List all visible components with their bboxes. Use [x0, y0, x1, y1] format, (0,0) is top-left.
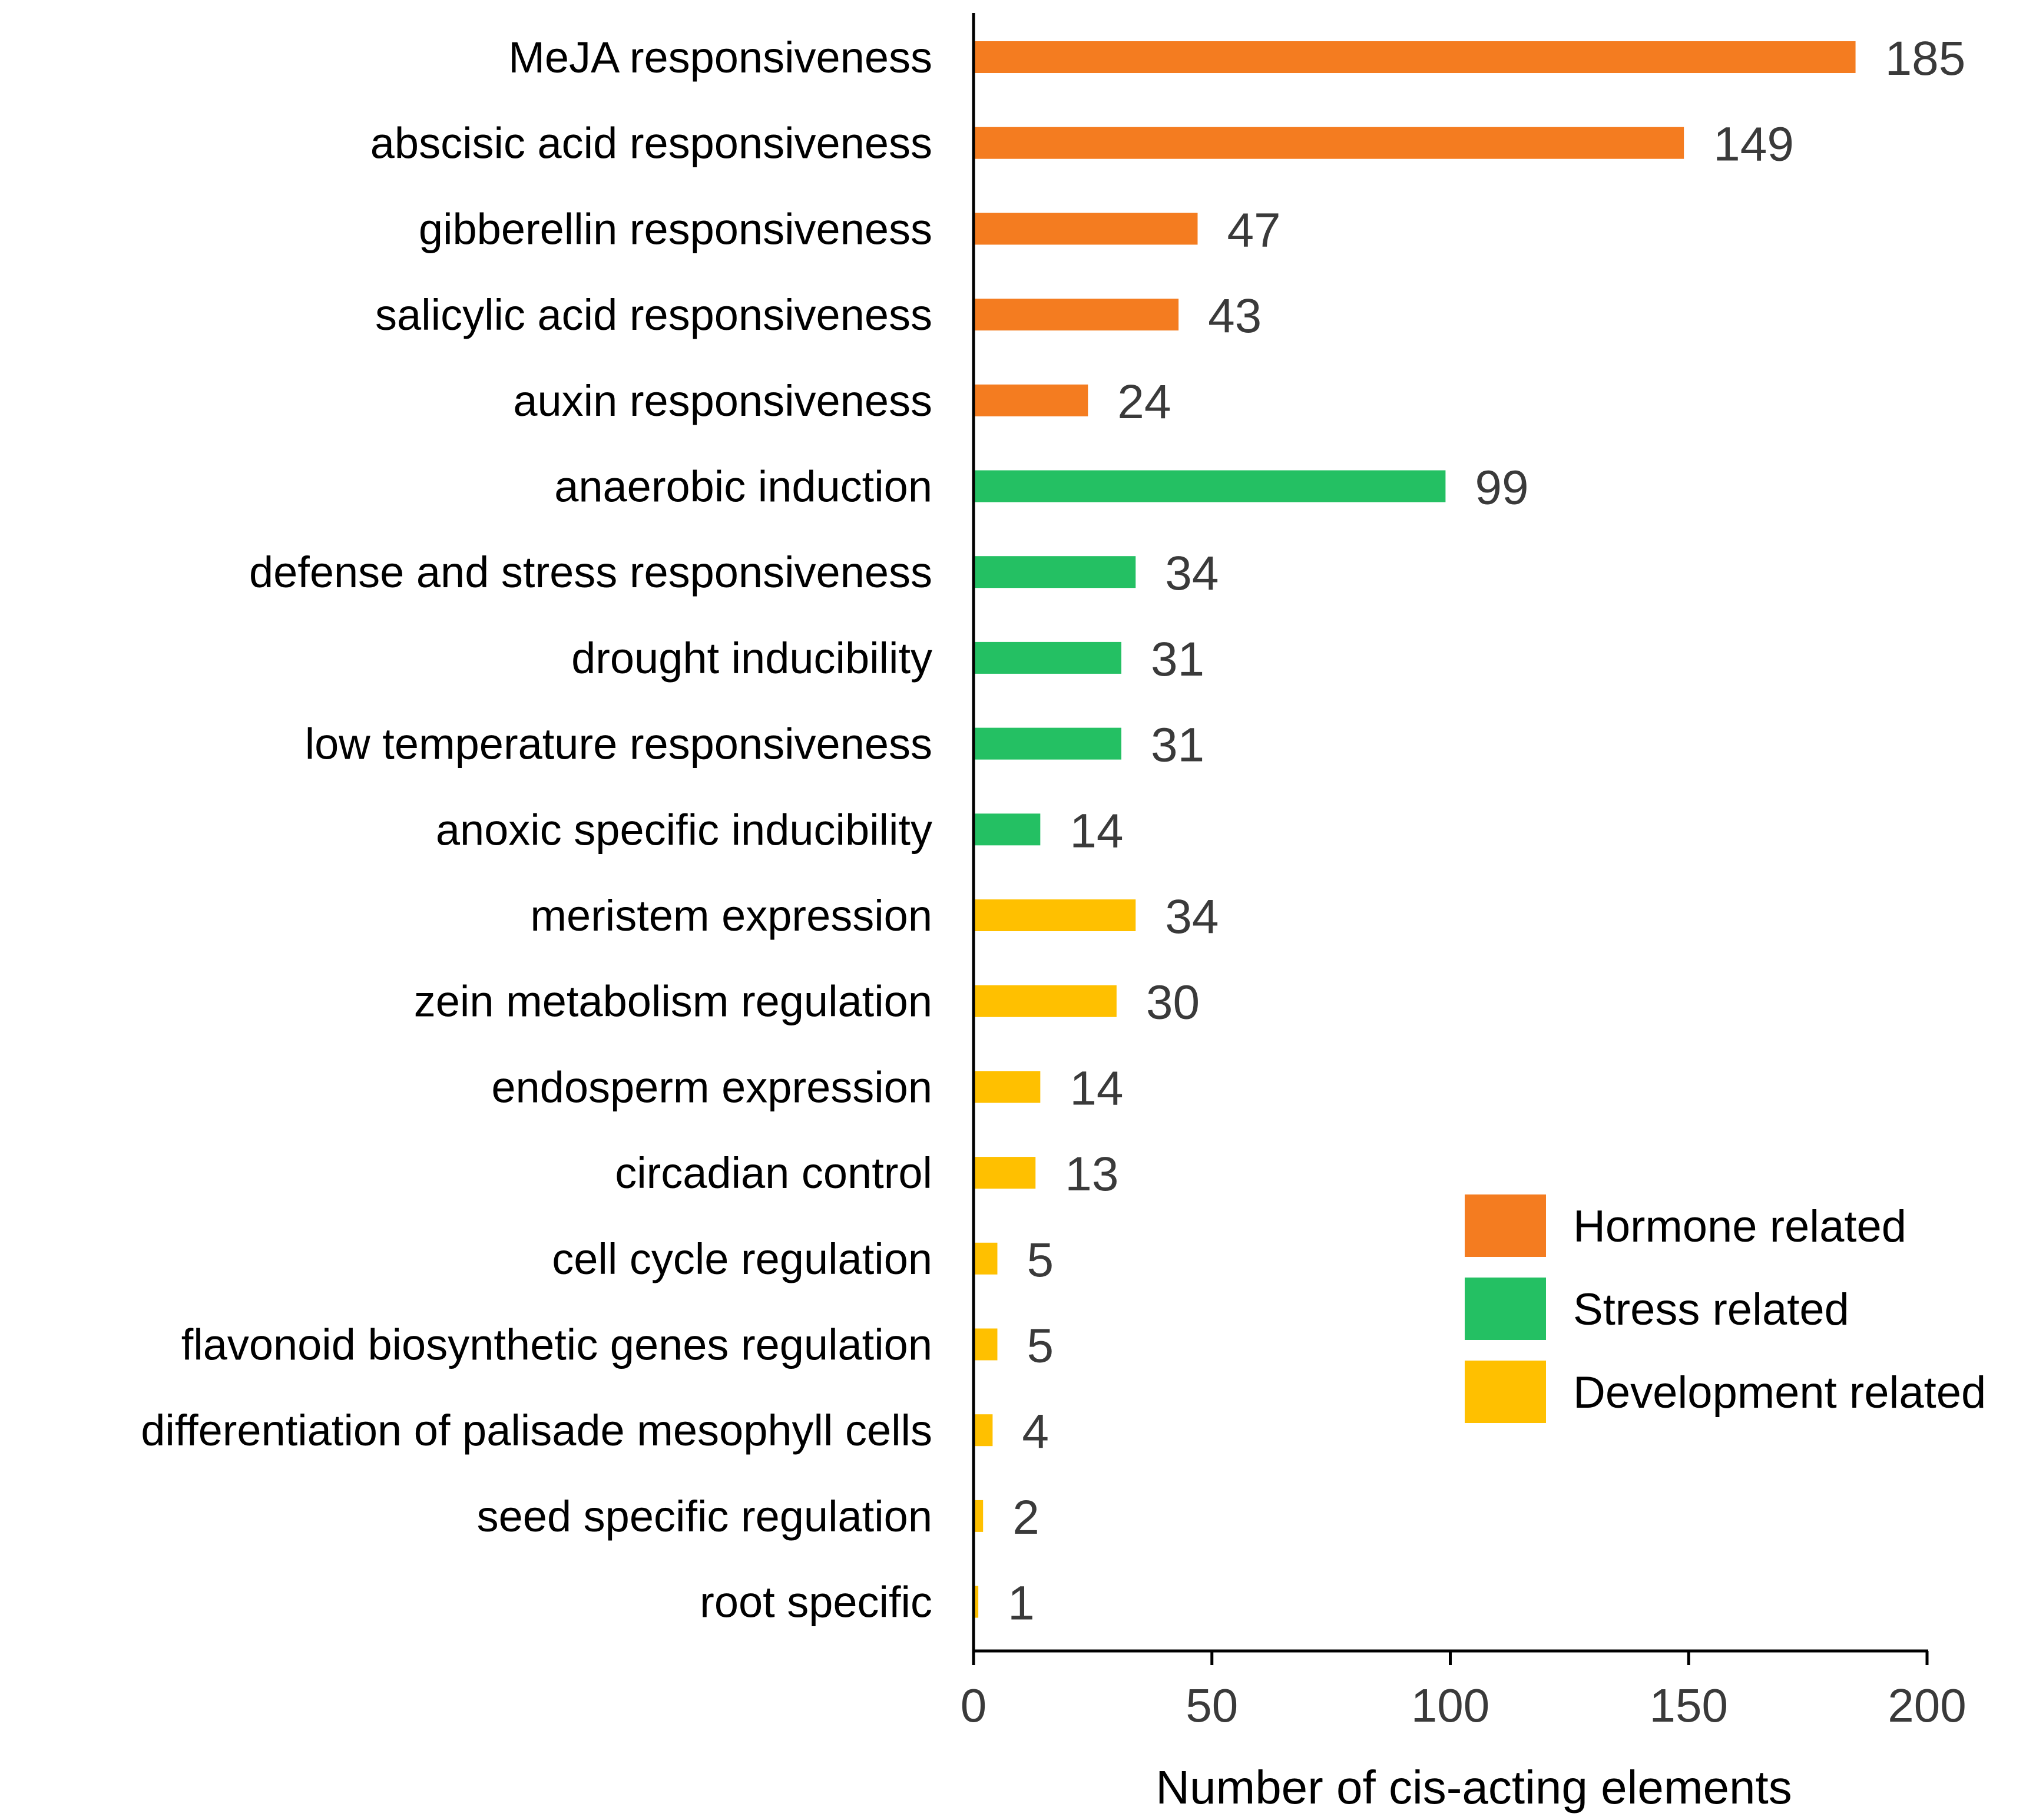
legend: Hormone related Stress related Development… [1465, 1194, 1986, 1423]
category-label: differentiation of palisade mesophyll ce… [141, 1406, 932, 1455]
value-label: 4 [1022, 1405, 1049, 1458]
bar [974, 1586, 979, 1618]
legend-label: Stress related [1573, 1285, 1849, 1335]
category-label: low temperature responsiveness [305, 720, 932, 769]
value-label: 5 [1027, 1233, 1054, 1287]
bar [974, 1414, 993, 1447]
value-label: 2 [1012, 1491, 1039, 1544]
bar [974, 1242, 998, 1275]
bar [974, 213, 1198, 245]
category-label: drought inducibility [571, 634, 932, 683]
category-label: circadian control [615, 1149, 932, 1197]
category-label: salicylic acid responsiveness [375, 290, 932, 339]
value-label: 47 [1227, 203, 1280, 257]
category-label: abscisic acid responsiveness [370, 119, 932, 168]
category-label: anoxic specific inducibility [436, 805, 932, 854]
bar [974, 41, 1856, 73]
bar [974, 299, 1179, 331]
value-label: 34 [1165, 547, 1219, 600]
bar [974, 470, 1446, 502]
value-label: 24 [1117, 375, 1171, 429]
x-axis-title: Number of cis-acting elements [1156, 1761, 1792, 1814]
category-label: cell cycle regulation [552, 1235, 932, 1283]
bar [974, 384, 1088, 416]
category-label: gibberellin responsiveness [419, 204, 932, 253]
category-label: zein metabolism regulation [414, 977, 932, 1026]
category-label: endosperm expression [491, 1063, 932, 1111]
bar [974, 813, 1041, 846]
value-label: 185 [1885, 32, 1966, 85]
value-label: 14 [1070, 804, 1123, 858]
category-label: seed specific regulation [477, 1492, 932, 1541]
bar [974, 641, 1121, 674]
x-tick-label: 200 [1888, 1679, 1966, 1732]
bar [974, 985, 1117, 1017]
value-label: 31 [1151, 633, 1204, 686]
legend-swatch [1465, 1361, 1546, 1423]
bar [974, 1328, 998, 1361]
legend-label: Development related [1573, 1368, 1986, 1418]
value-label: 149 [1713, 118, 1794, 171]
value-label: 43 [1208, 289, 1262, 343]
legend-swatch [1465, 1278, 1546, 1340]
category-label: defense and stress responsiveness [249, 548, 932, 597]
category-label: auxin responsiveness [513, 376, 932, 425]
category-labels: MeJA responsiveness abscisic acid respons… [141, 33, 932, 1627]
value-label: 14 [1070, 1061, 1123, 1115]
legend-label: Hormone related [1573, 1202, 1906, 1252]
x-tick-label: 50 [1186, 1679, 1238, 1732]
bar [974, 556, 1136, 588]
bar [974, 1500, 984, 1532]
legend-swatch [1465, 1194, 1546, 1257]
value-label: 5 [1027, 1319, 1054, 1373]
x-tick-label: 150 [1650, 1679, 1728, 1732]
bars-layer [974, 41, 1856, 1618]
x-tick-label: 0 [961, 1679, 987, 1732]
category-label: flavonoid biosynthetic genes regulation [181, 1321, 932, 1369]
bar [974, 899, 1136, 931]
x-tick-label: 100 [1411, 1679, 1489, 1732]
bar [974, 1071, 1041, 1103]
value-label: 1 [1008, 1577, 1035, 1630]
value-label: 13 [1065, 1147, 1118, 1201]
bar [974, 727, 1121, 760]
category-label: root specific [700, 1578, 932, 1627]
category-label: meristem expression [530, 891, 932, 940]
value-label: 34 [1165, 890, 1219, 944]
value-label: 99 [1475, 461, 1528, 515]
value-label: 30 [1146, 976, 1200, 1030]
value-label: 31 [1151, 719, 1204, 772]
x-axis-ticks: 0 50 100 150 200 [961, 1651, 1967, 1732]
category-label: MeJA responsiveness [508, 33, 932, 82]
bar [974, 127, 1684, 159]
category-label: anaerobic induction [554, 462, 932, 511]
bar [974, 1157, 1036, 1189]
